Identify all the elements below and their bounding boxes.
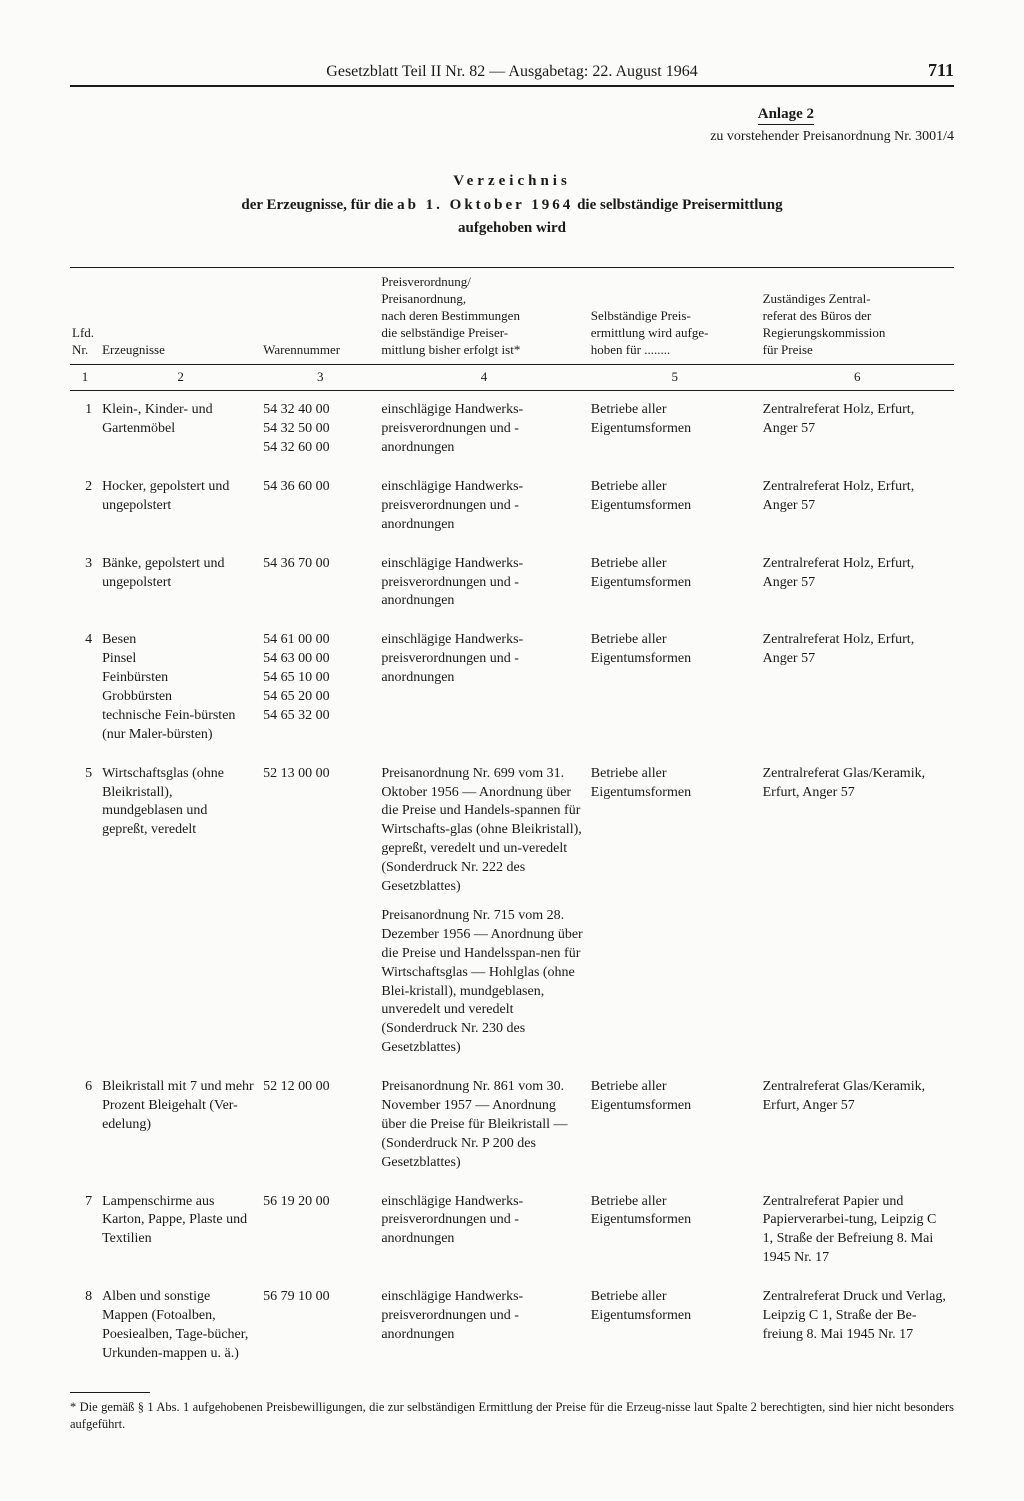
cell-nr: 1 [70, 391, 100, 468]
cn3: 3 [261, 365, 379, 391]
cell-preisverordnung: einschlägige Handwerks-preisverordnungen… [379, 391, 588, 468]
cell-erzeugnisse: Hocker, gepolstert und ungepolstert [100, 468, 261, 545]
cell-warennummer: 54 61 00 0054 63 00 0054 65 10 0054 65 2… [261, 621, 379, 754]
cell-warennummer: 56 79 10 00 [261, 1278, 379, 1374]
cell-warennummer: 52 12 00 00 [261, 1068, 379, 1182]
cell-erzeugnisse: Bleikristall mit 7 und mehr Prozent Blei… [100, 1068, 261, 1182]
anlage-title: Anlage 2 [758, 106, 814, 125]
th-pv: Preisverordnung/Preisanordnung,nach dere… [379, 268, 588, 365]
main-title-line1: Verzeichnis [70, 173, 954, 190]
main-title-line2: der Erzeugnisse, für die ab 1. Oktober 1… [70, 194, 954, 239]
main-title: Verzeichnis der Erzeugnisse, für die ab … [70, 173, 954, 239]
cell-selbstaendige: Betriebe aller Eigentumsformen [589, 621, 761, 754]
cell-preisverordnung: einschlägige Handwerks-preisverordnungen… [379, 1278, 588, 1374]
cell-preisverordnung: einschlägige Handwerks-preisverordnungen… [379, 545, 588, 622]
anlage-block: Anlage 2 zu vorstehender Preisanordnung … [70, 105, 954, 145]
cell-nr: 2 [70, 468, 100, 545]
cell-warennummer: 52 13 00 00 [261, 755, 379, 1068]
th-waren: Warennummer [261, 268, 379, 365]
cell-nr: 4 [70, 621, 100, 754]
cell-nr: 7 [70, 1183, 100, 1279]
th-erz: Erzeugnisse [100, 268, 261, 365]
data-table: Lfd.Nr. Erzeugnisse Warennummer Preisver… [70, 267, 954, 1374]
table-colnum-row: 1 2 3 4 5 6 [70, 365, 954, 391]
table-row: 7Lampenschirme aus Karton, Pappe, Plaste… [70, 1183, 954, 1279]
cell-erzeugnisse: BesenPinselFeinbürstenGrobbürstentechnis… [100, 621, 261, 754]
table-row: 8Alben und sonstige Mappen (Fotoalben, P… [70, 1278, 954, 1374]
cell-selbstaendige: Betriebe aller Eigentumsformen [589, 468, 761, 545]
cell-preisverordnung: einschlägige Handwerks-preisverordnungen… [379, 1183, 588, 1279]
table-body: 1Klein-, Kinder- und Gartenmöbel54 32 40… [70, 391, 954, 1374]
cell-zustaendiges: Zentralreferat Papier und Papierverarbei… [761, 1183, 954, 1279]
cell-nr: 5 [70, 755, 100, 1068]
table-row: 4BesenPinselFeinbürstenGrobbürstentechni… [70, 621, 954, 754]
cell-preisverordnung: einschlägige Handwerks-preisverordnungen… [379, 468, 588, 545]
cn6: 6 [761, 365, 954, 391]
cell-zustaendiges: Zentralreferat Holz, Erfurt, Anger 57 [761, 468, 954, 545]
cell-erzeugnisse: Klein-, Kinder- und Gartenmöbel [100, 391, 261, 468]
page-header: Gesetzblatt Teil II Nr. 82 — Ausgabetag:… [70, 60, 954, 87]
cell-preisverordnung: Preisanordnung Nr. 861 vom 30. November … [379, 1068, 588, 1182]
table-header-row: Lfd.Nr. Erzeugnisse Warennummer Preisver… [70, 268, 954, 365]
mt-l3: aufgehoben wird [458, 220, 566, 236]
page-number: 711 [894, 60, 954, 81]
cn5: 5 [589, 365, 761, 391]
cell-zustaendiges: Zentralreferat Glas/Keramik, Erfurt, Ang… [761, 755, 954, 1068]
cn2: 2 [100, 365, 261, 391]
footnote-rule [70, 1392, 150, 1393]
cell-erzeugnisse: Alben und sonstige Mappen (Fotoalben, Po… [100, 1278, 261, 1374]
cn4: 4 [379, 365, 588, 391]
th-nr: Lfd.Nr. [70, 268, 100, 365]
mt-l2a: der Erzeugnisse, für die [241, 197, 397, 213]
table-row: 5Wirtschaftsglas (ohne Bleikristall), mu… [70, 755, 954, 1068]
table-row: 1Klein-, Kinder- und Gartenmöbel54 32 40… [70, 391, 954, 468]
th-zust: Zuständiges Zentral-referat des Büros de… [761, 268, 954, 365]
document-page: Gesetzblatt Teil II Nr. 82 — Ausgabetag:… [0, 0, 1024, 1501]
cell-preisverordnung: Preisanordnung Nr. 699 vom 31. Oktober 1… [379, 755, 588, 1068]
cn1: 1 [70, 365, 100, 391]
cell-zustaendiges: Zentralreferat Druck und Verlag, Leipzig… [761, 1278, 954, 1374]
cell-erzeugnisse: Wirtschaftsglas (ohne Bleikristall), mun… [100, 755, 261, 1068]
mt-l2b: ab 1. Oktober 1964 [397, 197, 573, 213]
header-title: Gesetzblatt Teil II Nr. 82 — Ausgabetag:… [130, 63, 894, 81]
anlage-subtitle: zu vorstehender Preisanordnung Nr. 3001/… [70, 129, 954, 145]
cell-nr: 3 [70, 545, 100, 622]
cell-zustaendiges: Zentralreferat Holz, Erfurt, Anger 57 [761, 391, 954, 468]
cell-selbstaendige: Betriebe aller Eigentumsformen [589, 1183, 761, 1279]
cell-selbstaendige: Betriebe aller Eigentumsformen [589, 755, 761, 1068]
cell-erzeugnisse: Lampenschirme aus Karton, Pappe, Plaste … [100, 1183, 261, 1279]
cell-zustaendiges: Zentralreferat Holz, Erfurt, Anger 57 [761, 545, 954, 622]
cell-preisverordnung: einschlägige Handwerks-preisverordnungen… [379, 621, 588, 754]
cell-selbstaendige: Betriebe aller Eigentumsformen [589, 1068, 761, 1182]
table-row: 2Hocker, gepolstert und ungepolstert54 3… [70, 468, 954, 545]
cell-selbstaendige: Betriebe aller Eigentumsformen [589, 391, 761, 468]
cell-warennummer: 54 36 60 00 [261, 468, 379, 545]
cell-nr: 8 [70, 1278, 100, 1374]
footnote: * Die gemäß § 1 Abs. 1 aufgehobenen Prei… [70, 1399, 954, 1433]
mt-l2c: die selbständige Preisermittlung [573, 197, 782, 213]
cell-nr: 6 [70, 1068, 100, 1182]
cell-zustaendiges: Zentralreferat Glas/Keramik, Erfurt, Ang… [761, 1068, 954, 1182]
cell-warennummer: 54 36 70 00 [261, 545, 379, 622]
th-selb: Selbständige Preis-ermittlung wird aufge… [589, 268, 761, 365]
table-row: 3Bänke, gepolstert und ungepolstert54 36… [70, 545, 954, 622]
cell-selbstaendige: Betriebe aller Eigentumsformen [589, 545, 761, 622]
cell-warennummer: 56 19 20 00 [261, 1183, 379, 1279]
cell-warennummer: 54 32 40 0054 32 50 0054 32 60 00 [261, 391, 379, 468]
cell-zustaendiges: Zentralreferat Holz, Erfurt, Anger 57 [761, 621, 954, 754]
cell-erzeugnisse: Bänke, gepolstert und ungepolstert [100, 545, 261, 622]
table-row: 6Bleikristall mit 7 und mehr Prozent Ble… [70, 1068, 954, 1182]
cell-selbstaendige: Betriebe aller Eigentumsformen [589, 1278, 761, 1374]
